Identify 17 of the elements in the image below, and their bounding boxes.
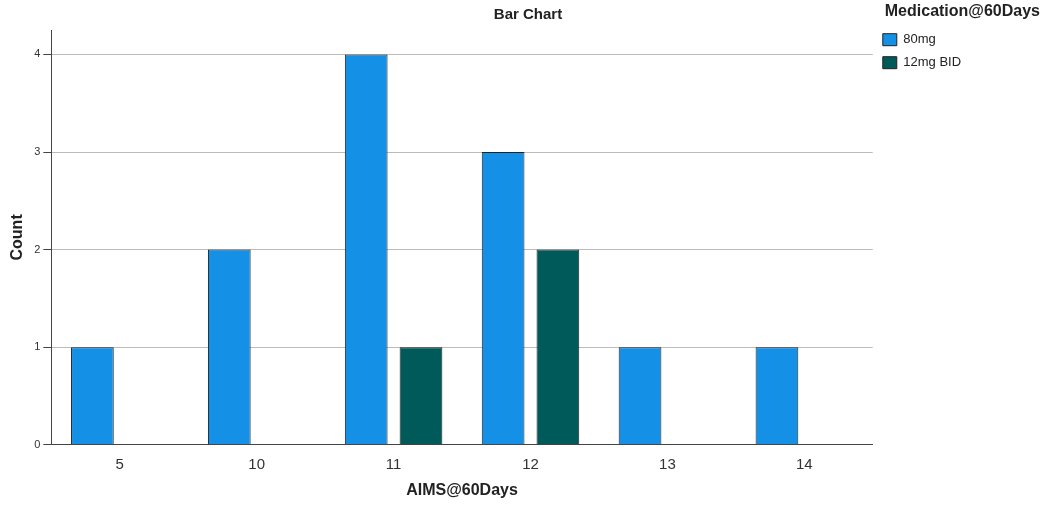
legend-label: 12mg BID	[903, 54, 962, 70]
y-axis-title: Count	[8, 213, 26, 261]
legend-title: Medication@60Days	[884, 2, 1041, 20]
legend-label: 80mg	[903, 31, 936, 47]
x-tick-label: 11	[385, 454, 402, 472]
x-tick-label: 10	[248, 454, 266, 472]
y-tick-label: 0	[34, 437, 41, 450]
x-tick-label: 13	[659, 454, 676, 472]
chart-title: Bar Chart	[493, 5, 563, 23]
y-tick-label: 4	[34, 47, 41, 60]
x-axis-title: AIMS@60Days	[406, 480, 518, 498]
y-tick-label: 1	[34, 340, 41, 353]
x-tick-label: 5	[115, 454, 124, 472]
y-tick-label: 2	[34, 242, 41, 255]
x-tick-label: 14	[795, 454, 813, 472]
x-tick-label: 12	[522, 454, 539, 472]
y-tick-label: 3	[34, 145, 41, 158]
